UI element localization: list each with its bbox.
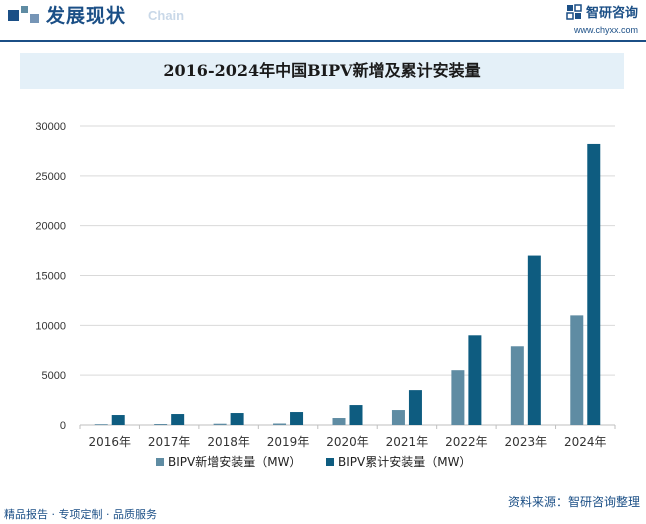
y-tick-label: 20000 [35,221,66,233]
header-divider [0,40,646,42]
source-note: 资料来源：智研咨询整理 [507,495,640,509]
x-tick-label: 2017年 [148,435,191,449]
bar-new-installation [332,418,346,425]
bar-new-installation [570,315,584,425]
bar-new-installation [94,424,108,426]
legend-label-cumulative: BIPV累计安装量（MW） [338,454,471,469]
header-decoration-icon [8,6,39,23]
header-band [0,0,646,30]
legend-swatch-new [156,458,164,466]
bar-cumulative-installation [349,405,363,425]
x-tick-label: 2020年 [326,435,369,449]
y-tick-label: 5000 [42,370,66,382]
legend-swatch-cumulative [326,458,334,466]
bar-new-installation [213,423,227,425]
chart-title-box: 2016-2024年中国BIPV新增及累计安装量 [20,53,624,89]
bar-cumulative-installation [171,414,185,425]
section-subtitle: Chain [148,8,185,23]
section-title: 发展现状 [46,5,127,27]
x-tick-label: 2018年 [207,435,250,449]
bar-new-installation [154,424,168,425]
bar-cumulative-installation [290,412,304,425]
brand-url: www.chyxx.com [573,25,638,35]
footer-services: 精品报告 · 专项定制 · 品质服务 [4,508,157,521]
y-tick-label: 10000 [35,320,66,332]
y-tick-label: 25000 [35,171,66,183]
brand-name: 智研咨询 [585,6,638,21]
bar-cumulative-installation [527,255,541,425]
x-tick-label: 2022年 [445,435,488,449]
bar-new-installation [391,410,405,425]
legend-label-new: BIPV新增安装量（MW） [168,454,301,469]
chart-title: 2016-2024年中国BIPV新增及累计安装量 [163,61,481,80]
y-tick-label: 0 [60,420,66,432]
x-tick-label: 2019年 [267,435,310,449]
y-tick-label: 30000 [35,121,66,133]
bar-cumulative-installation [408,390,422,425]
bar-new-installation [451,370,465,425]
bar-cumulative-installation [230,413,244,425]
y-tick-label: 15000 [35,271,66,283]
x-tick-label: 2024年 [564,435,607,449]
bar-cumulative-installation [111,415,125,425]
brand-logo-icon [566,4,582,20]
x-tick-label: 2021年 [386,435,429,449]
x-tick-label: 2023年 [505,435,548,449]
bar-new-installation [510,346,524,425]
bar-new-installation [273,423,287,425]
bar-cumulative-installation [468,335,482,425]
x-tick-label: 2016年 [88,435,131,449]
bar-cumulative-installation [587,143,601,425]
